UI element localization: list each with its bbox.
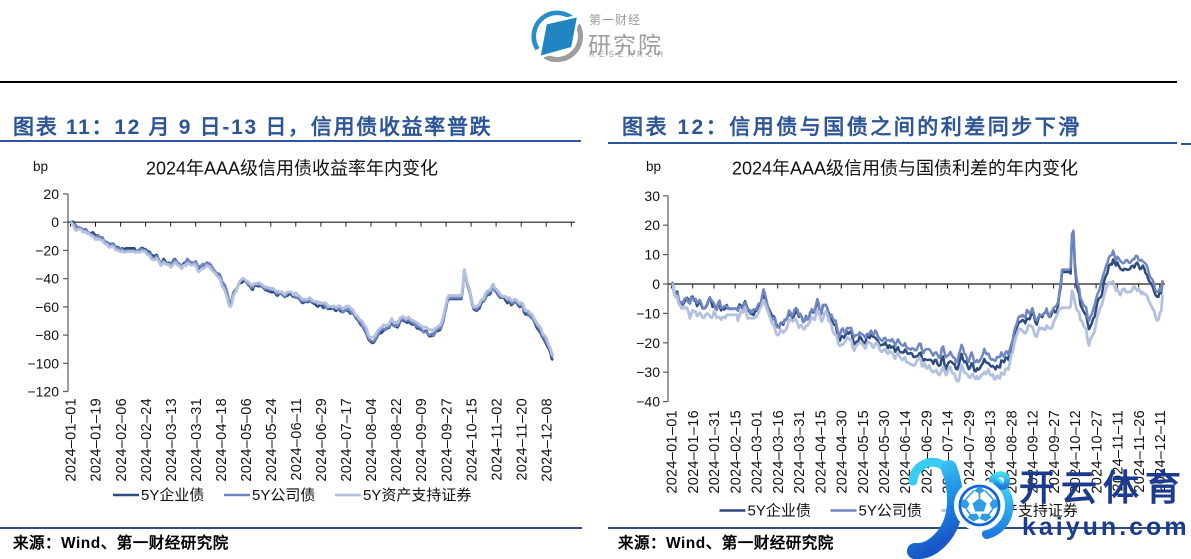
svg-text:30: 30 — [644, 188, 660, 204]
svg-text:−20: −20 — [35, 242, 59, 258]
svg-text:2024–05–15: 2024–05–15 — [856, 410, 872, 494]
svg-text:−10: −10 — [636, 305, 660, 321]
svg-text:kaiyun.com: kaiyun.com — [1022, 513, 1190, 541]
svg-text:2024年AAA级信用债收益率年内变化: 2024年AAA级信用债收益率年内变化 — [146, 159, 438, 179]
svg-text:−80: −80 — [35, 327, 59, 343]
svg-text:2024–05–30: 2024–05–30 — [877, 410, 893, 494]
svg-text:2024–03–13: 2024–03–13 — [164, 398, 180, 482]
svg-text:2024–10–27: 2024–10–27 — [1089, 410, 1105, 494]
svg-text:2024–10–15: 2024–10–15 — [464, 398, 480, 482]
svg-text:2024–04–18: 2024–04–18 — [214, 398, 230, 482]
svg-text:2024–06–29: 2024–06–29 — [920, 410, 936, 494]
svg-text:0: 0 — [652, 276, 660, 292]
svg-text:2024–06–14: 2024–06–14 — [898, 410, 914, 494]
svg-text:2024–04–15: 2024–04–15 — [813, 410, 829, 494]
svg-text:2024–12–08: 2024–12–08 — [539, 398, 555, 482]
svg-text:2024–11–11: 2024–11–11 — [1111, 410, 1127, 492]
svg-text:2024–08–22: 2024–08–22 — [389, 398, 405, 482]
svg-text:2024–01–01: 2024–01–01 — [64, 398, 80, 482]
svg-text:2024年AAA级信用债与国债利差的年内变化: 2024年AAA级信用债与国债利差的年内变化 — [732, 159, 1078, 179]
svg-text:2024–09–12: 2024–09–12 — [1026, 410, 1042, 494]
svg-text:2024–03–31: 2024–03–31 — [792, 410, 808, 494]
svg-text:2024–06–29: 2024–06–29 — [314, 398, 330, 482]
svg-text:−40: −40 — [35, 271, 59, 287]
svg-text:2024–02–24: 2024–02–24 — [139, 398, 155, 482]
svg-text:−60: −60 — [35, 299, 59, 315]
svg-text:2024–12–11: 2024–12–11 — [1153, 410, 1169, 493]
svg-text:−120: −120 — [27, 384, 59, 400]
svg-text:2024–07–29: 2024–07–29 — [962, 410, 978, 494]
svg-text:10: 10 — [644, 247, 660, 263]
svg-text:2024–01–16: 2024–01–16 — [686, 410, 702, 494]
svg-text:5Y资产支持证券: 5Y资产支持证券 — [363, 487, 471, 504]
svg-text:2024–11–26: 2024–11–26 — [1132, 410, 1148, 493]
svg-text:5Y公司债: 5Y公司债 — [252, 487, 315, 504]
svg-text:2024–01–01: 2024–01–01 — [665, 410, 681, 494]
svg-text:2024–08–04: 2024–08–04 — [364, 398, 380, 482]
svg-text:−30: −30 — [636, 364, 660, 380]
svg-text:2024–06–11: 2024–06–11 — [289, 398, 305, 481]
svg-text:2024–01–19: 2024–01–19 — [89, 398, 105, 482]
svg-text:2024–03–01: 2024–03–01 — [750, 410, 766, 494]
svg-text:2024–10–12: 2024–10–12 — [1068, 410, 1084, 494]
svg-text:2024–02–15: 2024–02–15 — [728, 410, 744, 494]
svg-text:2024–01–31: 2024–01–31 — [707, 410, 723, 494]
svg-text:5Y企业债: 5Y企业债 — [748, 502, 811, 520]
svg-text:2024–09–09: 2024–09–09 — [414, 398, 430, 482]
svg-text:2024–03–16: 2024–03–16 — [771, 410, 787, 494]
svg-text:2024–05–06: 2024–05–06 — [239, 398, 255, 482]
svg-text:bp: bp — [646, 159, 661, 174]
svg-text:5Y公司债: 5Y公司债 — [859, 503, 922, 520]
svg-text:−20: −20 — [636, 335, 660, 351]
svg-text:2024–07–17: 2024–07–17 — [339, 398, 355, 482]
svg-text:−100: −100 — [27, 355, 59, 371]
svg-text:5Y企业债: 5Y企业债 — [141, 486, 204, 504]
svg-text:2024–09–27: 2024–09–27 — [1047, 410, 1063, 494]
svg-text:2024–08–28: 2024–08–28 — [1004, 410, 1020, 494]
svg-text:20: 20 — [43, 186, 59, 202]
svg-text:20: 20 — [644, 217, 660, 233]
svg-text:2024–11–02: 2024–11–02 — [489, 398, 505, 481]
svg-text:0: 0 — [51, 214, 59, 230]
svg-text:2024–02–06: 2024–02–06 — [114, 398, 130, 482]
svg-text:2024–04–30: 2024–04–30 — [835, 410, 851, 494]
svg-text:bp: bp — [33, 159, 48, 174]
svg-text:2024–09–27: 2024–09–27 — [439, 398, 455, 482]
svg-text:−40: −40 — [636, 394, 660, 410]
svg-text:2024–11–20: 2024–11–20 — [514, 398, 530, 481]
svg-text:2024–03–31: 2024–03–31 — [189, 398, 205, 482]
svg-text:开云体育: 开云体育 — [1019, 467, 1187, 508]
svg-text:2024–05–24: 2024–05–24 — [264, 398, 280, 482]
